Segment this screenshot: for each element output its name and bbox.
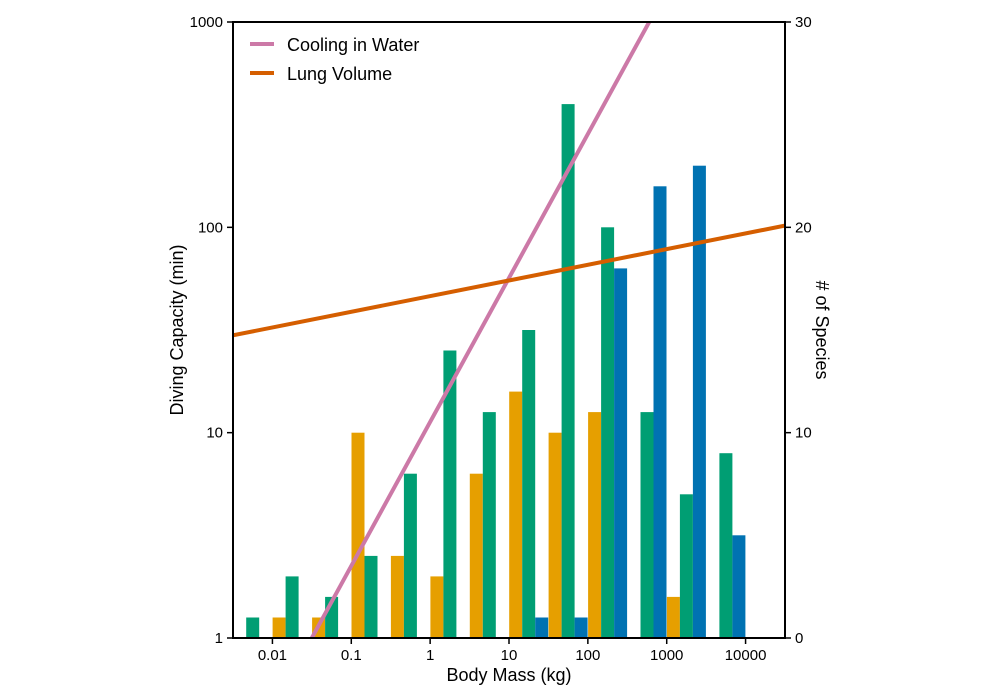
bars-layer bbox=[246, 104, 746, 639]
bar-group-c-9 bbox=[614, 268, 628, 638]
x-tick-label: 1000 bbox=[650, 647, 683, 664]
x-axis-title: Body Mass (kg) bbox=[446, 665, 571, 685]
y-right-tick-label: 30 bbox=[795, 14, 812, 31]
y-axis-right-title: # of Species bbox=[812, 280, 832, 379]
x-tick-label: 1 bbox=[426, 647, 434, 664]
y-right-tick-label: 10 bbox=[795, 425, 812, 442]
x-tick-label: 100 bbox=[575, 647, 600, 664]
y-left-tick-label: 100 bbox=[198, 219, 223, 236]
bar-group-b-5 bbox=[443, 350, 457, 638]
bar-group-c-12 bbox=[732, 535, 746, 638]
bar-group-a-8 bbox=[548, 432, 562, 638]
y-left-tick-label: 10 bbox=[206, 425, 223, 442]
lines-layer bbox=[233, 22, 785, 638]
y-left-tick-label: 1 bbox=[215, 630, 223, 647]
bar-group-b-4 bbox=[403, 473, 417, 638]
legend: Cooling in Water Lung Volume bbox=[250, 35, 419, 84]
line-cooling-in-water bbox=[310, 22, 651, 638]
bar-group-c-7 bbox=[535, 617, 549, 638]
legend-label-lung: Lung Volume bbox=[287, 64, 392, 84]
bar-group-b-12 bbox=[719, 453, 733, 638]
bar-group-a-6 bbox=[469, 473, 483, 638]
y-axis-left-title: Diving Capacity (min) bbox=[167, 244, 187, 415]
bar-group-b-11 bbox=[679, 494, 693, 638]
bar-group-c-10 bbox=[653, 186, 667, 639]
bar-group-a-11 bbox=[666, 596, 680, 638]
bar-group-a-4 bbox=[390, 555, 404, 638]
bar-group-b-3 bbox=[364, 555, 378, 638]
y-left-tick-label: 1000 bbox=[190, 14, 223, 31]
bar-group-b-0 bbox=[246, 617, 260, 638]
bar-group-b-10 bbox=[640, 412, 654, 638]
x-tick-label: 10000 bbox=[725, 647, 767, 664]
x-tick-label: 10 bbox=[501, 647, 518, 664]
y-right-tick-label: 20 bbox=[795, 219, 812, 236]
legend-label-cooling: Cooling in Water bbox=[287, 35, 419, 55]
bar-group-b-6 bbox=[482, 412, 496, 638]
x-tick-label: 0.1 bbox=[341, 647, 362, 664]
y-right-tick-label: 0 bbox=[795, 630, 803, 647]
x-tick-label: 0.01 bbox=[258, 647, 287, 664]
bar-group-b-8 bbox=[561, 104, 575, 639]
bar-group-a-5 bbox=[430, 576, 444, 638]
bar-group-a-7 bbox=[509, 391, 523, 638]
bar-group-c-8 bbox=[574, 617, 588, 638]
bar-group-b-9 bbox=[601, 227, 615, 639]
bar-group-a-3 bbox=[351, 432, 365, 638]
line-lung-volume bbox=[233, 223, 785, 338]
bar-group-c-11 bbox=[692, 165, 706, 638]
bar-group-a-9 bbox=[588, 412, 602, 638]
bar-group-a-1 bbox=[272, 617, 286, 638]
bar-group-b-7 bbox=[522, 330, 536, 638]
bar-group-b-1 bbox=[285, 576, 299, 638]
